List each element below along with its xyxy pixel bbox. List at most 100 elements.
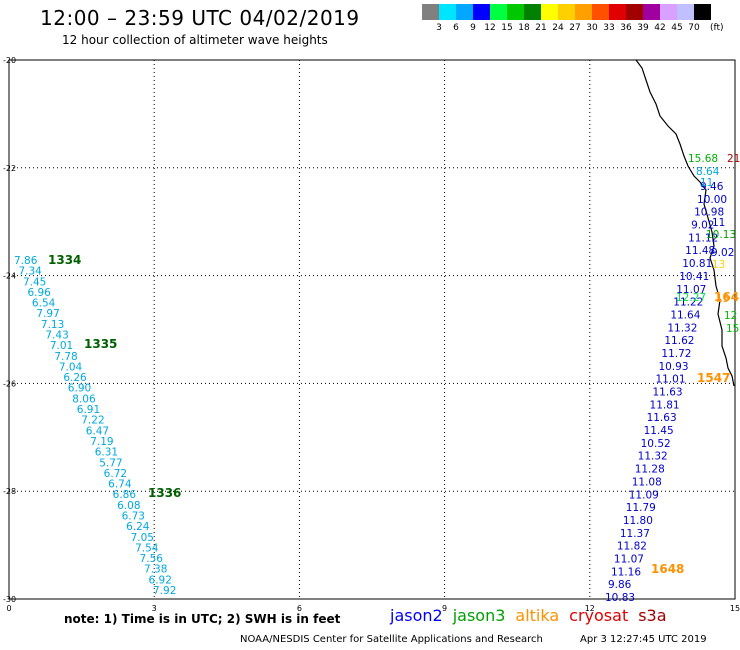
- footnote: note: 1) Time is in UTC; 2) SWH is in fe…: [64, 612, 341, 626]
- wave-height-value: 7.56: [140, 553, 164, 565]
- color-scale-label: 6: [453, 23, 459, 33]
- color-swatch: [524, 4, 541, 20]
- wave-height-value: 7.78: [54, 351, 77, 363]
- satellite-legend: jason2 jason3 altika cryosat s3a: [390, 606, 677, 625]
- lon-tick-label: 6: [297, 604, 302, 613]
- color-swatch: [456, 4, 473, 20]
- credit-line: NOAA/NESDIS Center for Satellite Applica…: [240, 634, 543, 645]
- wave-height-value: 11.07: [676, 284, 706, 296]
- wave-height-value: 9.46: [700, 181, 724, 193]
- wave-height-value: 11.12: [688, 232, 718, 244]
- color-swatch: [677, 4, 694, 20]
- color-scale-label: 12: [484, 23, 496, 33]
- wave-height-value: 11.16: [611, 566, 641, 578]
- wave-height-value: 10.93: [658, 361, 688, 373]
- color-scale-label: 30: [586, 23, 598, 33]
- map-axis-ticks: 0 3 6 9 12 15-20-22-24-26-28-30: [3, 56, 740, 613]
- wave-height-value: 10.98: [694, 207, 724, 219]
- color-scale-label: 3: [436, 23, 442, 33]
- legend-s3a: s3a: [638, 606, 667, 625]
- color-scale-label: 39: [637, 23, 649, 33]
- wave-height-value: 9.02: [691, 220, 714, 232]
- color-swatch: [541, 4, 558, 20]
- pass-number: 1648: [651, 562, 684, 576]
- map-gridlines: [9, 60, 735, 599]
- color-swatch: [473, 4, 490, 20]
- wave-height-value: 6.24: [126, 521, 150, 533]
- color-swatch: [609, 4, 626, 20]
- wave-height-value: 7.13: [41, 319, 64, 331]
- color-scale-label: 42: [654, 23, 666, 33]
- wave-height-value: 11.45: [644, 425, 674, 437]
- color-scale-label: 45: [671, 23, 683, 33]
- wave-height-value: 11.37: [620, 528, 650, 540]
- lon-tick-label: 15: [730, 604, 740, 613]
- wave-height-value: 8.64: [696, 166, 720, 178]
- wave-height-value: 7.22: [81, 415, 104, 427]
- pass-number: 1334: [48, 253, 81, 267]
- wave-height-value: 6.54: [32, 298, 56, 310]
- color-scale-label: 15: [501, 23, 513, 33]
- generation-timestamp: Apr 3 12:27:45 UTC 2019: [580, 634, 707, 645]
- wave-height-value: 15.68: [688, 153, 718, 165]
- pass-number-labels: 1334 1335 1336 1547 1648 164: [48, 253, 739, 576]
- wave-height-value: 11.64: [670, 309, 700, 321]
- wave-height-value: 11.07: [614, 553, 644, 565]
- lat-tick-label: -20: [3, 56, 16, 65]
- color-swatch: [694, 4, 711, 20]
- wave-height-value: 6.72: [104, 468, 127, 480]
- wave-height-value: 6.47: [86, 425, 109, 437]
- map-frame: [8, 59, 736, 600]
- wave-height-value: 7.43: [45, 330, 68, 342]
- wave-height-value: 11.32: [638, 451, 668, 463]
- wave-height-value: 6.86: [113, 489, 137, 501]
- wave-height-value: 11.63: [653, 387, 683, 399]
- color-swatch: [643, 4, 660, 20]
- wave-height-value: 6.92: [149, 574, 172, 586]
- wave-height-value: 11.32: [667, 322, 697, 334]
- wave-height-value: 10.00: [697, 194, 727, 206]
- west-track-labels: 7.867.347.456.966.547.977.137.437.017.78…: [14, 255, 176, 597]
- wave-height-value: 11.48: [685, 245, 715, 257]
- wave-height-value: 11: [712, 217, 725, 229]
- wave-height-value: 7.92: [153, 585, 176, 597]
- color-scale-label: 33: [603, 23, 615, 33]
- color-scale-label: 24: [552, 23, 564, 33]
- color-swatch: [626, 4, 643, 20]
- wave-height-value: 7.86: [14, 255, 38, 267]
- wave-height-value: 11.80: [623, 515, 653, 527]
- color-scale-label: 9: [470, 23, 476, 33]
- color-swatch: [490, 4, 507, 20]
- wave-height-value: 7.38: [144, 564, 167, 576]
- wave-height-value: 15: [716, 293, 729, 305]
- wave-height-value: 7.45: [23, 276, 46, 288]
- wave-height-value: 6.91: [77, 404, 100, 416]
- wave-height-value: 7.54: [135, 542, 159, 554]
- wave-height-value: 10.52: [641, 438, 671, 450]
- legend-jason3: jason3: [452, 606, 506, 625]
- color-swatch: [558, 4, 575, 20]
- wave-height-value: 8.06: [72, 393, 96, 405]
- color-swatch: [439, 4, 456, 20]
- lat-tick-label: -26: [3, 379, 16, 388]
- wave-height-value: 7.19: [90, 436, 113, 448]
- wave-height-value: 11.08: [632, 476, 662, 488]
- wave-height-value: 11.28: [635, 464, 665, 476]
- wave-height-value: 13: [712, 259, 725, 271]
- map-subtitle: 12 hour collection of altimeter wave hei…: [62, 33, 328, 47]
- wave-height-value: 9.02: [711, 247, 734, 259]
- map-title: 12:00 – 23:59 UTC 04/02/2019: [40, 6, 360, 30]
- wave-height-value: 11.79: [626, 502, 656, 514]
- wave-height-value: 9.86: [608, 579, 632, 591]
- color-swatch: [592, 4, 609, 20]
- coastline: [635, 59, 735, 387]
- wave-height-value: 15: [726, 323, 739, 335]
- color-scale-unit: (ft): [710, 23, 724, 33]
- wave-height-value: 7.04: [59, 361, 83, 373]
- wave-height-value: 10.41: [679, 271, 709, 283]
- wave-height-value: 11.63: [647, 412, 677, 424]
- lat-tick-label: -30: [3, 595, 16, 604]
- wave-height-value: 6.96: [27, 287, 51, 299]
